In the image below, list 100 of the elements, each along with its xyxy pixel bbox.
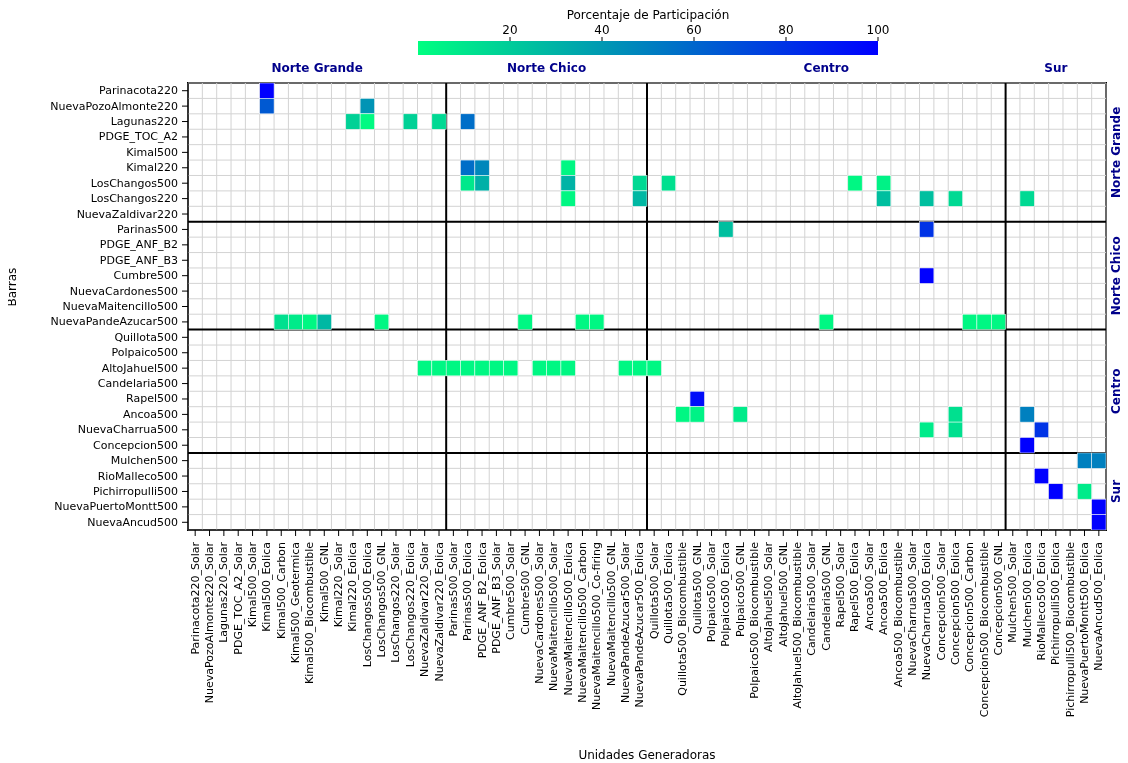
x-tick-label: AltoJahuel500_GNL	[776, 541, 790, 647]
x-tick-label: Kimal500_Geotermica	[289, 542, 303, 664]
x-tick-label: RioMalleco500_Eolica	[1034, 542, 1048, 661]
y-tick-label: Lagunas220	[110, 115, 178, 129]
x-tick-label: Polpaico500_Eolica	[719, 542, 733, 647]
x-tick-label: Parinas500_Eolica	[461, 542, 475, 641]
x-tick-label: Ancoa500_Biocombustible	[891, 541, 905, 688]
y-tick-label: Quillota500	[114, 330, 178, 344]
color-bar-label: 100	[866, 23, 890, 37]
x-tick-label: Quillota500_Eolica	[662, 542, 676, 644]
y-tick-label: Rapel500	[126, 392, 178, 406]
y-tick-label: NuevaPozoAlmonte220	[50, 99, 178, 113]
x-tick-label: Polpaico500_Biocombustible	[748, 541, 762, 699]
x-tick-label: PDGE_TOC_A2_Solar	[231, 541, 245, 655]
x-tick-label: NuevaCharrua500_Eolica	[920, 542, 934, 681]
x-tick-label: NuevaMaitencillo500_Carbon	[575, 541, 589, 703]
y-tick-label: Mulchen500	[110, 454, 178, 468]
x-tick-label: Kimal500_GNL	[317, 541, 331, 623]
y-tick-label: Cumbre500	[113, 269, 178, 283]
x-tick-label: Lagunas220_Solar	[217, 541, 231, 643]
x-tick-label: Quillota500_GNL	[690, 541, 704, 634]
x-tick-label: Pichirropulli500_Eolica	[1049, 542, 1063, 666]
color-bar-label: 80	[778, 23, 794, 37]
x-tick-label: Quillota500_Solar	[647, 541, 661, 640]
x-tick-label: LosChangos220_Eolica	[403, 542, 417, 668]
y-tick-label: Pichirropulli500	[93, 484, 178, 498]
x-tick-label: Rapel500_Eolica	[848, 542, 862, 633]
x-tick-label: Kimal500_Eolica	[260, 542, 274, 632]
color-bar-title: Porcentaje de Participación	[566, 8, 730, 22]
x-tick-label: NuevaAncud500_Eolica	[1092, 542, 1106, 671]
y-axis-title: Barras	[5, 267, 20, 307]
x-tick-label: Ancoa500_Eolica	[877, 542, 891, 636]
x-axis-title: Unidades Generadoras	[578, 748, 716, 762]
y-tick-label: PDGE_TOC_A2	[98, 130, 178, 144]
y-tick-label: NuevaCardones500	[69, 284, 178, 298]
y-tick-label: Parinacota220	[99, 84, 178, 98]
x-tick-label: Concepcion500_GNL	[991, 541, 1005, 656]
x-tick-label: Concepcion500_Eolica	[948, 542, 962, 666]
x-tick-label: Concepcion500_Carbon	[963, 541, 977, 673]
color-bar-label: 40	[594, 23, 610, 37]
x-tick-label: LosChangos500_GNL	[375, 541, 389, 658]
x-tick-label: NuevaPozoAlmonte220_Solar	[203, 541, 217, 704]
x-tick-label: Cumbre500_GNL	[518, 541, 532, 635]
text: Norte Grande	[1109, 106, 1123, 199]
x-tick-label: Concepcion500_Solar	[934, 541, 948, 661]
x-tick-label: Quillota500_Biocombustible	[676, 541, 690, 696]
x-tick-label: AltoJahuel500_Solar	[762, 541, 776, 652]
x-tick-label: Parinacota220_Solar	[188, 541, 202, 655]
x-tick-label: NuevaMaitencillo500_Solar	[547, 541, 561, 692]
x-tick-label: LosChangos220_Solar	[389, 541, 403, 663]
y-tick-label: PDGE_ANF_B2	[99, 238, 178, 252]
text: Centro	[803, 61, 849, 75]
x-tick-label: Ancoa500_Solar	[862, 541, 876, 631]
y-tick-label: Concepcion500	[93, 438, 178, 452]
x-tick-label: Kimal500_Biocombustible	[303, 541, 317, 684]
y-tick-label: AltoJahuel500	[101, 361, 178, 375]
x-tick-label: NuevaZaldivar220_Eolica	[432, 542, 446, 682]
x-tick-label: NuevaMaitencillo500_GNL	[604, 541, 618, 686]
x-tick-label: Mulchen500_Solar	[1006, 541, 1020, 643]
y-tick-label: Kimal220	[126, 161, 178, 175]
y-tick-label: PDGE_ANF_B3	[99, 253, 178, 267]
x-tick-label: NuevaMaitencillo500_Eolica	[561, 542, 575, 696]
x-tick-label: NuevaPuertoMontt500_Eolica	[1077, 542, 1091, 704]
x-tick-label: PDGE_ANF_B2_Eolica	[475, 542, 489, 659]
x-tick-label: NuevaPandeAzucar500_Eolica	[633, 542, 647, 708]
y-tick-label: NuevaPandeAzucar500	[50, 315, 178, 329]
x-tick-label: Kimal220_Eolica	[346, 542, 360, 632]
x-tick-label: Kimal500_Carbon	[274, 541, 288, 639]
x-tick-label: Pichirropulli500_Biocombustible	[1063, 541, 1077, 718]
text: Sur	[1109, 479, 1123, 504]
x-tick-label: NuevaMaitencillo500_Co-firing	[590, 542, 604, 711]
text: Norte Chico	[1109, 236, 1123, 316]
y-tick-label: Candelaria500	[97, 377, 178, 391]
color-bar-label: 20	[502, 23, 518, 37]
x-tick-label: Rapel500_Solar	[834, 541, 848, 628]
y-tick-label: NuevaMaitencillo500	[62, 300, 178, 313]
x-tick-label: Concepcion500_Biocombustible	[977, 541, 991, 718]
y-tick-label: LosChangos220	[90, 192, 178, 206]
y-tick-label: Kimal500	[126, 145, 178, 159]
x-tick-label: Kimal220_Solar	[332, 541, 346, 628]
x-tick-label: Candelaria500_Solar	[805, 541, 819, 656]
y-tick-label: Parinas500	[117, 222, 178, 236]
x-tick-label: NuevaCardones500_Solar	[532, 541, 546, 684]
x-tick-label: Polpaico500_Solar	[705, 541, 719, 643]
x-tick-label: Parinas500_Solar	[446, 541, 460, 637]
y-tick-label: Polpaico500	[111, 346, 178, 360]
x-tick-label: Mulchen500_Eolica	[1020, 542, 1034, 648]
x-tick-label: NuevaCharrua500_Solar	[905, 541, 919, 676]
y-tick-label: Ancoa500	[122, 407, 178, 421]
y-tick-label: RioMalleco500	[97, 469, 178, 483]
text: Centro	[1109, 368, 1123, 414]
x-tick-label: Candelaria500_GNL	[819, 541, 833, 651]
x-tick-label: NuevaZaldivar220_Solar	[418, 541, 432, 677]
color-bar-label: 60	[686, 23, 702, 37]
y-tick-label: LosChangos500	[90, 176, 178, 190]
y-tick-label: NuevaAncud500	[87, 515, 178, 529]
x-tick-label: Polpaico500_GNL	[733, 541, 747, 637]
y-tick-label: NuevaPuertoMontt500	[54, 500, 178, 514]
x-tick-label: LosChangos500_Eolica	[360, 542, 374, 668]
y-tick-label: NuevaCharrua500	[77, 423, 178, 437]
